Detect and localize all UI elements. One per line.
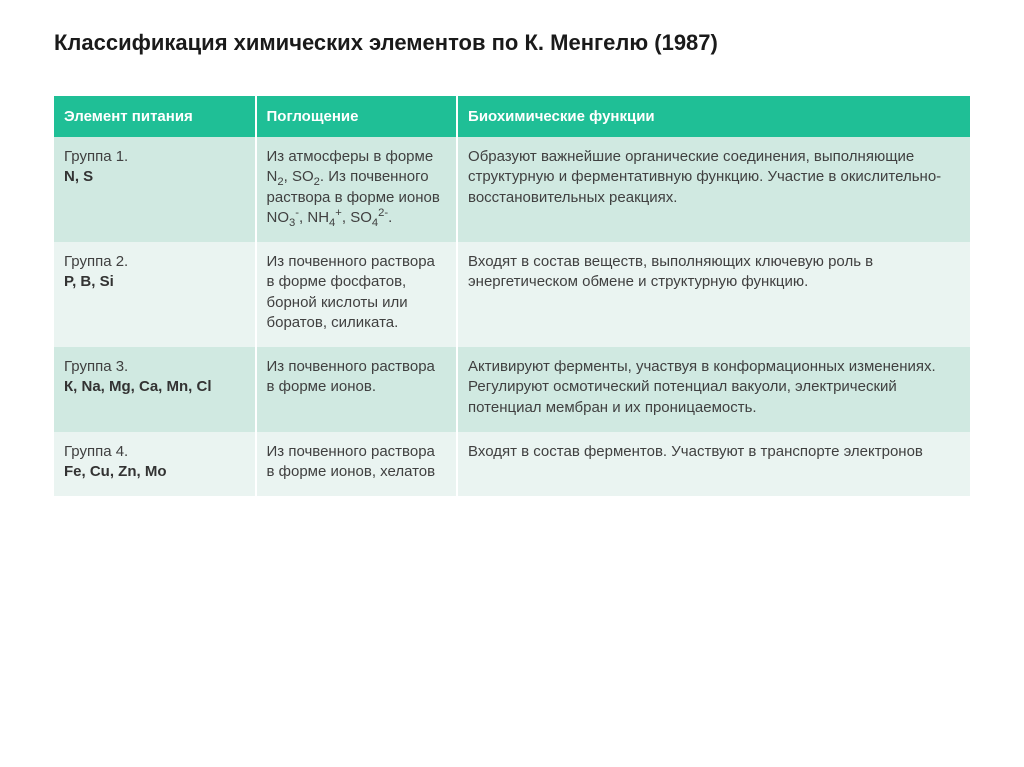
cell-element: Группа 2. P, B, Si xyxy=(54,242,256,347)
group-label: Группа 3. xyxy=(64,357,245,377)
group-label: Группа 2. xyxy=(64,252,245,272)
table-row: Группа 4. Fe, Cu, Zn, Mo Из почвенного р… xyxy=(54,432,970,497)
group-label: Группа 1. xyxy=(64,147,245,167)
table-row: Группа 3. К, Na, Mg, Ca, Mn, Cl Из почве… xyxy=(54,347,970,432)
cell-absorption: Из почвенного раствора в форме ионов. xyxy=(256,347,458,432)
col-header-functions: Биохимические функции xyxy=(457,96,970,137)
cell-element: Группа 4. Fe, Cu, Zn, Mo xyxy=(54,432,256,497)
page-title: Классификация химических элементов по К.… xyxy=(54,30,970,56)
cell-absorption: Из почвенного раствора в форме ионов, хе… xyxy=(256,432,458,497)
table-row: Группа 2. P, B, Si Из почвенного раствор… xyxy=(54,242,970,347)
table-row: Группа 1. N, S Из атмосферы в форме N2, … xyxy=(54,137,970,242)
group-label: Группа 4. xyxy=(64,442,245,462)
cell-functions: Активируют ферменты, участвуя в конформа… xyxy=(457,347,970,432)
col-header-element: Элемент питания xyxy=(54,96,256,137)
group-elements: Fe, Cu, Zn, Mo xyxy=(64,463,167,480)
group-elements: К, Na, Mg, Ca, Mn, Cl xyxy=(64,378,212,395)
slide: Классификация химических элементов по К.… xyxy=(0,0,1024,536)
cell-functions: Входят в состав ферментов. Участвуют в т… xyxy=(457,432,970,497)
table-header-row: Элемент питания Поглощение Биохимические… xyxy=(54,96,970,137)
cell-element: Группа 3. К, Na, Mg, Ca, Mn, Cl xyxy=(54,347,256,432)
cell-functions: Входят в состав веществ, выполняющих клю… xyxy=(457,242,970,347)
cell-element: Группа 1. N, S xyxy=(54,137,256,242)
cell-absorption: Из почвенного раствора в форме фосфатов,… xyxy=(256,242,458,347)
group-elements: N, S xyxy=(64,168,93,185)
group-elements: P, B, Si xyxy=(64,273,114,290)
elements-table: Элемент питания Поглощение Биохимические… xyxy=(54,96,970,496)
col-header-absorption: Поглощение xyxy=(256,96,458,137)
cell-functions: Образуют важнейшие органические соединен… xyxy=(457,137,970,242)
cell-absorption: Из атмосферы в форме N2, SO2. Из почвенн… xyxy=(256,137,458,242)
